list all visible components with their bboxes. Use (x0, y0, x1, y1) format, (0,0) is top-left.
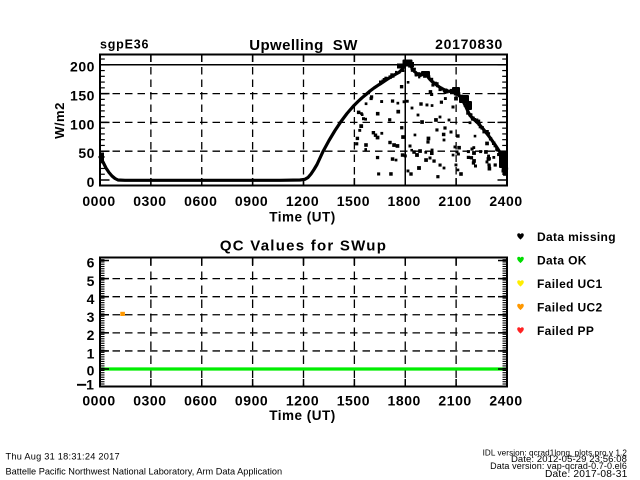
svg-text:Time (UT): Time (UT) (269, 408, 336, 423)
svg-text:2400: 2400 (489, 193, 522, 209)
svg-text:0300: 0300 (133, 393, 166, 409)
svg-text:QC Values for SWup: QC Values for SWup (220, 237, 387, 254)
svg-text:2400: 2400 (489, 393, 522, 409)
svg-text:50: 50 (78, 145, 95, 161)
svg-text:0900: 0900 (235, 193, 268, 209)
svg-text:Thu Aug 31 18:31:24 2017: Thu Aug 31 18:31:24 2017 (6, 452, 120, 462)
svg-text:1: 1 (87, 345, 95, 361)
svg-text:0600: 0600 (184, 393, 217, 409)
svg-text:1200: 1200 (286, 193, 319, 209)
svg-text:1800: 1800 (388, 193, 421, 209)
svg-text:Failed UC1: Failed UC1 (537, 277, 603, 291)
svg-text:2100: 2100 (438, 393, 471, 409)
svg-text:Upwelling SW: Upwelling SW (249, 37, 358, 54)
svg-text:1800: 1800 (388, 393, 421, 409)
svg-text:4: 4 (87, 291, 95, 307)
svg-text:3: 3 (87, 309, 95, 325)
svg-text:2100: 2100 (438, 193, 471, 209)
svg-text:Date: 2017-08-31: Date: 2017-08-31 (545, 469, 628, 480)
svg-text:0600: 0600 (184, 193, 217, 209)
svg-text:Date: 2012-05-29 23:56:08: Date: 2012-05-29 23:56:08 (511, 454, 627, 465)
svg-text:5: 5 (87, 273, 95, 289)
svg-text:Data missing: Data missing (537, 230, 616, 244)
svg-text:W/m2: W/m2 (52, 102, 67, 139)
svg-text:1500: 1500 (337, 393, 370, 409)
svg-text:0300: 0300 (133, 193, 166, 209)
svg-text:Data OK: Data OK (537, 254, 587, 268)
svg-text:100: 100 (70, 116, 95, 132)
svg-text:1500: 1500 (337, 193, 370, 209)
svg-text:0: 0 (87, 174, 95, 190)
svg-text:sgpE36: sgpE36 (100, 38, 149, 52)
svg-text:Failed UC2: Failed UC2 (537, 301, 603, 315)
svg-text:0: 0 (87, 363, 95, 379)
svg-text:1: 1 (86, 377, 94, 393)
svg-text:6: 6 (87, 255, 95, 271)
svg-text:IDL version: qcrad1long_plots.: IDL version: qcrad1long_plots.pro,v 1.2 (483, 448, 628, 457)
svg-text:20170830: 20170830 (435, 36, 503, 52)
svg-text:200: 200 (70, 59, 95, 75)
svg-text:Failed PP: Failed PP (537, 324, 594, 338)
svg-text:150: 150 (70, 88, 95, 104)
svg-text:Time (UT): Time (UT) (269, 209, 336, 224)
svg-text:1200: 1200 (286, 393, 319, 409)
svg-text:Battelle Pacific Northwest Nat: Battelle Pacific Northwest National Labo… (6, 467, 283, 477)
svg-text:2: 2 (87, 327, 95, 343)
svg-text:0900: 0900 (235, 393, 268, 409)
svg-text:Data version: vap-qcrad-0.7-0.: Data version: vap-qcrad-0.7-0.el6 (490, 461, 627, 471)
svg-text:0000: 0000 (82, 393, 115, 409)
svg-text:0000: 0000 (82, 193, 115, 209)
